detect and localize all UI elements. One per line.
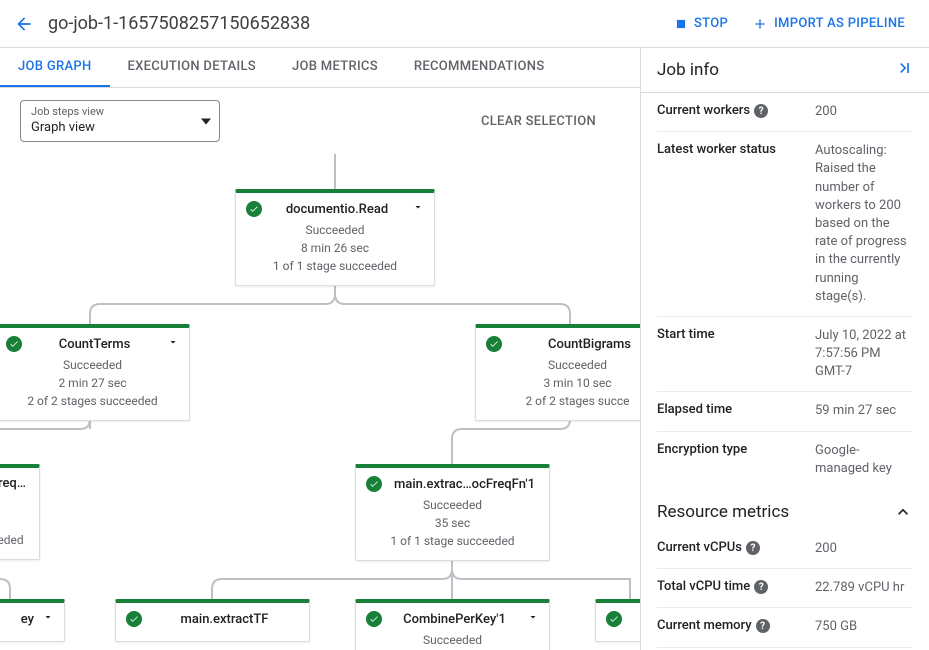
success-icon	[6, 336, 22, 352]
node-duration: 2 min 27 sec	[6, 374, 179, 392]
help-icon[interactable]: ?	[754, 580, 768, 594]
steps-view-value: Graph view	[31, 120, 209, 135]
node-stages: 1 of 1 stage succeeded	[246, 257, 424, 275]
info-row-total-memory-time: Total memory time? 85.459 GB hr	[657, 647, 913, 650]
node-title: main.extractTF	[150, 612, 299, 627]
info-row-encryption-type: Encryption type Google-managed key	[657, 431, 913, 488]
import-pipeline-button[interactable]: IMPORT AS PIPELINE	[740, 8, 917, 40]
node-title: CombinePerKey'1	[390, 612, 519, 627]
resource-metrics-header[interactable]: Resource metrics	[641, 488, 929, 530]
node-title: CountTerms	[30, 337, 159, 352]
tab-bar: JOB GRAPH EXECUTION DETAILS JOB METRICS …	[0, 48, 640, 88]
collapse-panel-button[interactable]	[893, 58, 913, 82]
node-title: ey	[0, 612, 34, 627]
node-count-terms[interactable]: CountTerms Succeeded 2 min 27 sec 2 of 2…	[0, 324, 190, 421]
stop-button[interactable]: STOP	[662, 8, 740, 39]
graph-canvas[interactable]: documentio.Read Succeeded 8 min 26 sec 1…	[0, 154, 640, 650]
chevron-down-icon[interactable]	[167, 336, 179, 352]
node-status: Succeeded	[486, 356, 640, 374]
node-combine-per-key[interactable]: CombinePerKey'1 Succeeded	[355, 599, 550, 650]
chevron-up-icon	[893, 502, 913, 522]
chevron-down-icon[interactable]	[527, 611, 539, 627]
tab-recommendations[interactable]: RECOMMENDATIONS	[396, 48, 563, 87]
tab-job-graph[interactable]: JOB GRAPH	[0, 48, 110, 87]
node-status: Succeeded	[366, 631, 539, 649]
node-key[interactable]: ey	[0, 599, 65, 642]
node-status: Succeeded	[246, 221, 424, 239]
info-row-latest-worker-status: Latest worker status Autoscaling: Raised…	[657, 131, 913, 316]
node-title: FreqFn	[0, 476, 29, 491]
node-freqfn[interactable]: FreqFn eeded	[0, 464, 40, 560]
help-icon[interactable]: ?	[754, 104, 768, 118]
panel-title: Job info	[657, 60, 719, 80]
node-stages: 1 of 1 stage succeeded	[366, 532, 539, 550]
node-duration: 35 sec	[366, 514, 539, 532]
node-title: CountBigrams	[510, 337, 640, 352]
job-name: go-job-1-1657508257150652838	[48, 13, 310, 34]
success-icon	[366, 611, 382, 627]
node-status: Succeeded	[366, 496, 539, 514]
info-row-current-workers: Current workers? 200	[657, 93, 913, 131]
node-title: main.extrac…ocFreqFn'1	[390, 477, 539, 492]
steps-view-label: Job steps view	[31, 105, 209, 118]
plus-icon	[752, 16, 768, 32]
node-stages: 2 of 2 stages succe	[486, 392, 640, 410]
success-icon	[606, 611, 622, 627]
back-button[interactable]	[12, 12, 36, 36]
help-icon[interactable]: ?	[746, 541, 760, 555]
success-icon	[246, 201, 262, 217]
node-duration: 8 min 26 sec	[246, 239, 424, 257]
info-row-current-vcpus: Current vCPUs? 200	[657, 530, 913, 568]
success-icon	[366, 476, 382, 492]
node-stages: 2 of 2 stages succeeded	[6, 392, 179, 410]
help-icon[interactable]: ?	[756, 619, 770, 633]
chevron-down-icon[interactable]	[412, 201, 424, 217]
info-row-elapsed-time: Elapsed time 59 min 27 sec	[657, 391, 913, 430]
tab-job-metrics[interactable]: JOB METRICS	[274, 48, 396, 87]
node-partial-right[interactable]	[595, 599, 640, 642]
info-row-total-vcpu-time: Total vCPU time? 22.789 vCPU hr	[657, 568, 913, 607]
success-icon	[486, 336, 502, 352]
job-info-panel: Job info Current workers? 200 Latest wor…	[641, 48, 929, 650]
node-count-bigrams[interactable]: CountBigrams Succeeded 3 min 10 sec 2 of…	[475, 324, 640, 421]
chevron-down-icon[interactable]	[42, 611, 54, 627]
steps-view-select[interactable]: Job steps view Graph view	[20, 100, 220, 142]
info-row-start-time: Start time July 10, 2022 at 7:57:56 PM G…	[657, 316, 913, 392]
clear-selection-button[interactable]: CLEAR SELECTION	[481, 114, 620, 129]
tab-execution-details[interactable]: EXECUTION DETAILS	[110, 48, 274, 87]
dropdown-caret-icon	[201, 114, 211, 129]
node-extract-tf[interactable]: main.extractTF	[115, 599, 310, 642]
stop-icon	[674, 17, 688, 31]
node-documentio-read[interactable]: documentio.Read Succeeded 8 min 26 sec 1…	[235, 189, 435, 286]
node-extract-docfreq[interactable]: main.extrac…ocFreqFn'1 Succeeded 35 sec …	[355, 464, 550, 561]
node-duration: 3 min 10 sec	[486, 374, 640, 392]
node-title: documentio.Read	[270, 202, 404, 217]
success-icon	[126, 611, 142, 627]
node-status: Succeeded	[6, 356, 179, 374]
node-stages: eeded	[0, 531, 29, 549]
info-row-current-memory: Current memory? 750 GB	[657, 607, 913, 646]
